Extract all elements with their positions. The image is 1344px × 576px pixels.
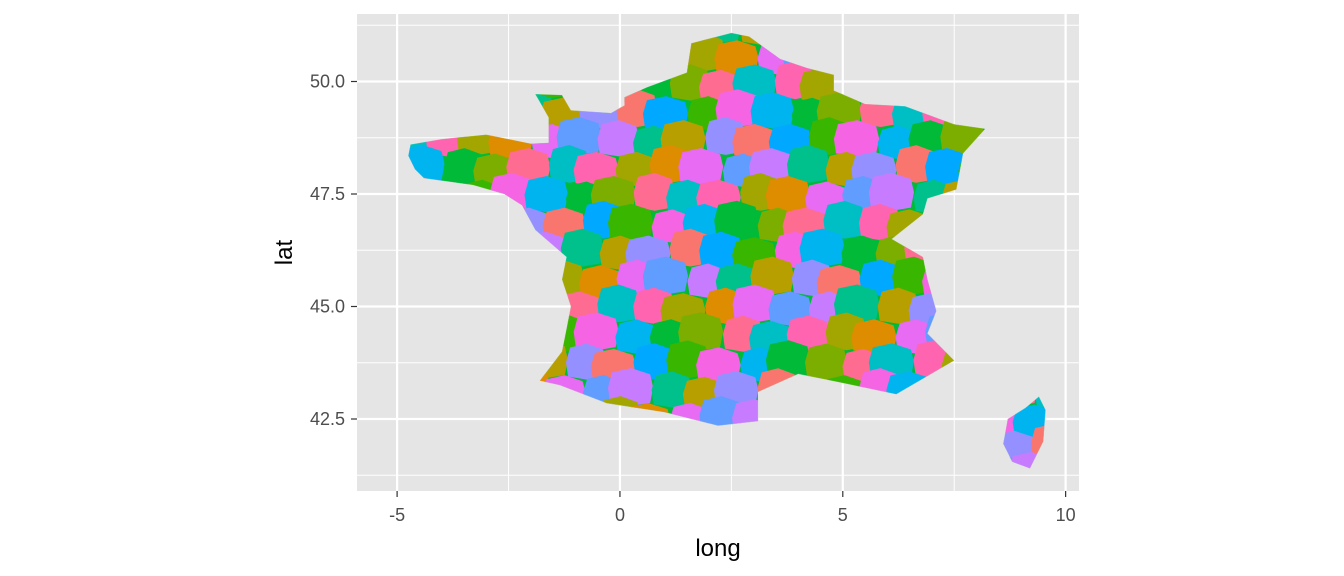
x-axis: -5 0 5 10 [389,491,1076,525]
department-patch [833,120,880,157]
x-tick-label: 10 [1056,505,1076,525]
y-tick-label: 47.5 [310,184,345,204]
department-patch [400,487,444,521]
department-patch [896,487,936,520]
department-patch [714,200,759,239]
department-patch [868,172,915,211]
department-patch [524,175,569,213]
department-patch [607,203,654,241]
y-tick-label: 42.5 [310,409,345,429]
department-patch [573,312,619,351]
y-tick-label: 50.0 [310,72,345,92]
department-patch [556,117,602,155]
department-patch [549,489,588,522]
department-patch [444,487,484,521]
department-patch [787,489,829,522]
y-axis: 42.5 45.0 47.5 50.0 [310,72,357,429]
department-patch [804,343,848,380]
department-patch [732,284,777,323]
department-patch [560,228,604,267]
department-patch [799,228,845,267]
department-patch [750,256,794,295]
x-tick-label: -5 [389,505,405,525]
x-tick-label: 0 [615,505,625,525]
department-patch [833,284,880,323]
y-tick-label: 45.0 [310,297,345,317]
mainland-outline [407,32,986,427]
x-axis-title: long [695,535,740,562]
department-patch [597,120,640,157]
y-axis-title: lat [271,240,298,266]
department-patch [786,144,830,183]
x-tick-label: 5 [838,505,848,525]
department-patch [926,487,968,521]
department-patch [678,148,724,185]
department-patch [679,487,723,521]
corsica-outline [1002,396,1046,469]
department-patch [650,487,691,521]
department-patch [765,175,811,213]
department-patch [678,312,724,351]
department-patch [750,92,795,129]
department-patch [642,256,689,295]
department-patch [607,368,654,407]
